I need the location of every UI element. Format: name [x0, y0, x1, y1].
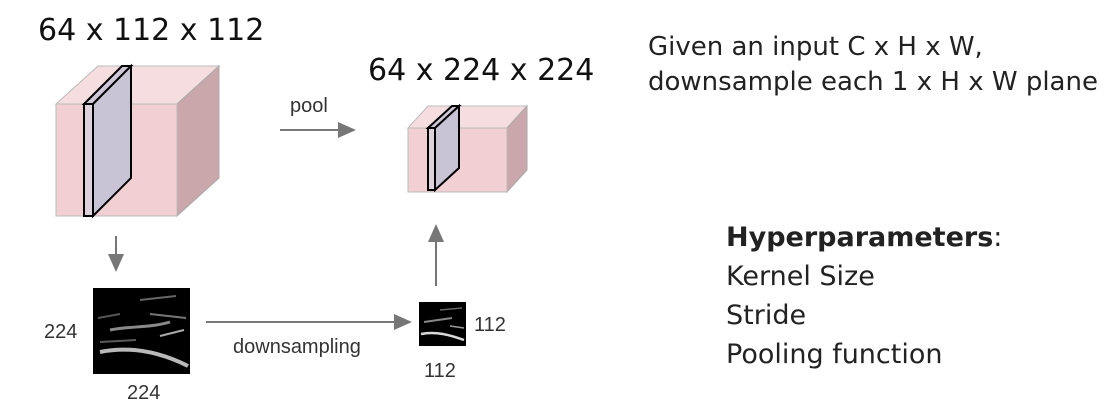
output-slice-height-label: 112: [474, 314, 506, 336]
hyperparameter-item: Kernel Size: [726, 261, 875, 293]
input-slice-image: [93, 288, 190, 374]
output-volume-cube: [406, 104, 529, 194]
output-slice-image: [419, 302, 466, 346]
input-slice-highlight: [81, 63, 134, 219]
output-slice-width-label: 112: [424, 360, 456, 382]
output-slice-highlight: [425, 103, 462, 193]
output-volume-label: 64 x 224 x 224: [368, 53, 595, 88]
input-slice-height-label: 224: [44, 321, 78, 343]
description-line-2: downsample each 1 x H x W plane: [648, 67, 1098, 98]
input-volume-cube: [54, 64, 221, 218]
description-line-1: Given an input C x H x W,: [648, 32, 983, 62]
input-slice-width-label: 224: [127, 382, 161, 404]
hyperparameter-item: Stride: [726, 300, 807, 332]
hyperparameter-item: Pooling function: [726, 339, 943, 371]
description: Given an input C x H x W, downsample eac…: [648, 30, 1098, 100]
downsampling-label: downsampling: [233, 336, 361, 358]
hyperparameters-colon: :: [993, 222, 1003, 253]
input-volume-label: 64 x 112 x 112: [38, 13, 265, 48]
hyperparameters-title: Hyperparameters:: [726, 218, 1002, 257]
hyperparameters-title-text: Hyperparameters: [726, 222, 994, 253]
hyperparameters-block: Hyperparameters: Kernel Size Stride Pool…: [726, 218, 1002, 375]
pool-label: pool: [290, 95, 328, 117]
